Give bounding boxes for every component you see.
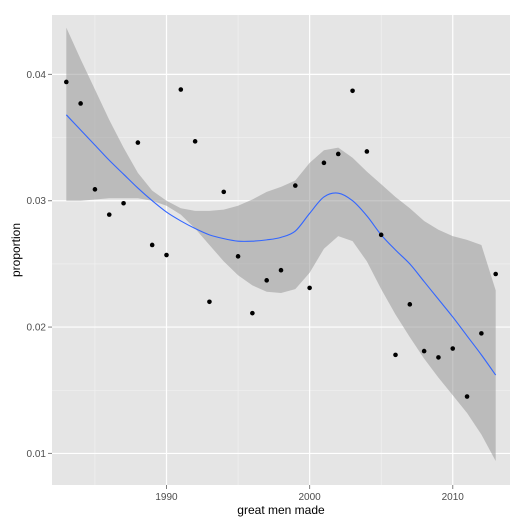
data-point-13 <box>250 310 255 316</box>
y-tick-label-1: 0.02 <box>27 323 47 334</box>
data-point-11 <box>221 189 227 195</box>
y-tick-label-0: 0.01 <box>27 449 47 460</box>
data-point-9 <box>192 139 198 144</box>
data-point-7 <box>164 252 169 258</box>
data-point-25 <box>421 348 427 354</box>
data-point-20 <box>350 88 355 94</box>
x-tick-label-0: 1990 <box>155 492 178 503</box>
data-point-27 <box>450 346 456 351</box>
data-point-2 <box>92 187 98 192</box>
data-point-28 <box>464 394 470 399</box>
data-point-16 <box>293 183 298 188</box>
x-axis-ticks: 1990 2000 2010 <box>155 485 464 503</box>
data-point-0 <box>64 79 69 85</box>
data-point-15 <box>278 267 284 273</box>
data-point-1 <box>78 101 83 106</box>
data-point-22 <box>378 232 384 238</box>
y-axis-ticks: 0.01 0.02 0.03 0.04 <box>27 70 52 460</box>
data-point-18 <box>321 160 327 166</box>
data-point-14 <box>264 278 269 283</box>
data-point-12 <box>235 254 241 259</box>
smooth-line <box>65 114 497 376</box>
x-axis-title: great men made <box>237 503 325 517</box>
data-point-4 <box>121 200 126 206</box>
data-point-3 <box>106 212 112 217</box>
data-point-17 <box>307 285 312 291</box>
data-point-24 <box>407 302 413 307</box>
data-point-26 <box>436 355 441 360</box>
data-point-8 <box>178 87 184 92</box>
x-tick-label-2: 2010 <box>442 492 465 503</box>
data-point-6 <box>149 242 155 248</box>
data-point-29 <box>479 331 484 336</box>
y-tick-label-2: 0.03 <box>27 196 47 207</box>
data-point-19 <box>335 151 341 157</box>
x-tick-label-1: 2000 <box>299 492 322 503</box>
data-point-10 <box>207 299 212 305</box>
data-point-23 <box>393 352 398 358</box>
confidence-band <box>66 27 496 461</box>
y-tick-label-3: 0.04 <box>27 70 47 81</box>
data-point-21 <box>364 149 370 154</box>
data-points <box>64 79 498 399</box>
data-point-5 <box>135 140 141 145</box>
data-point-30 <box>493 271 498 277</box>
y-axis-title: proportion <box>9 223 23 277</box>
